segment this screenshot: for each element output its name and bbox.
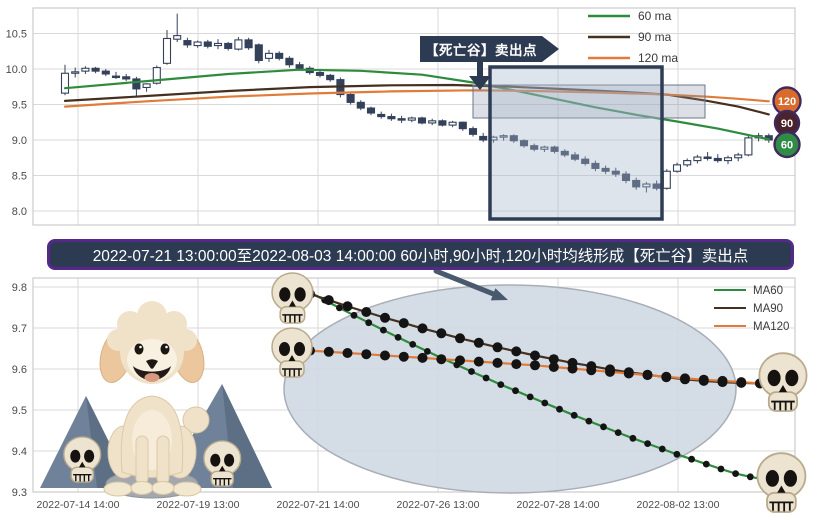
svg-text:8.5: 8.5: [12, 171, 27, 183]
svg-text:9.6: 9.6: [12, 364, 27, 376]
svg-text:9.5: 9.5: [12, 100, 27, 112]
svg-text:MA60: MA60: [753, 285, 783, 297]
svg-text:90: 90: [781, 118, 793, 130]
svg-text:10.5: 10.5: [6, 29, 27, 41]
svg-text:2022-07-28 14:00: 2022-07-28 14:00: [517, 499, 600, 511]
svg-text:2022-07-19 13:00: 2022-07-19 13:00: [157, 499, 240, 511]
svg-text:9.5: 9.5: [12, 405, 27, 417]
ma-lines: [63, 68, 770, 141]
svg-text:9.7: 9.7: [12, 323, 27, 335]
svg-text:120 ma: 120 ma: [638, 51, 678, 65]
svg-text:60 ma: 60 ma: [638, 9, 672, 23]
top-legend: 60 ma 90 ma 120 ma: [588, 9, 678, 65]
death-valley-period-banner: 2022-07-21 13:00:00至2022-08-03 14:00:00 …: [47, 239, 794, 270]
candlesticks: [60, 13, 773, 193]
svg-text:2022-07-26 13:00: 2022-07-26 13:00: [397, 499, 480, 511]
death-valley-sell-flag-label: 【死亡谷】卖出点: [425, 43, 537, 58]
valley-illustration: [40, 272, 808, 513]
death-valley-highlights: [472, 65, 706, 221]
banner-arrow: [433, 268, 508, 301]
svg-text:10.0: 10.0: [6, 64, 27, 76]
bottom-legend: MA60 MA90 MA120: [714, 285, 789, 333]
svg-text:2022-07-14 14:00: 2022-07-14 14:00: [37, 499, 120, 511]
top-grid: 10.5 10.0 9.5 9.0 8.5 8.0: [6, 7, 796, 226]
svg-text:9.4: 9.4: [12, 446, 27, 458]
svg-text:8.0: 8.0: [12, 206, 27, 218]
death-valley-flag: [420, 36, 559, 90]
bottom-ma-line-chart: 9.8 9.7 9.6 9.5 9.4 9.3 2022-07-14 14:00 2022-0…: [12, 268, 796, 511]
ma-badges: 120 90 60: [772, 86, 802, 159]
svg-text:9.0: 9.0: [12, 135, 27, 147]
svg-text:MA120: MA120: [753, 321, 789, 333]
svg-text:2022-08-02 13:00: 2022-08-02 13:00: [637, 499, 720, 511]
skull-ma60-end: [756, 452, 807, 513]
svg-text:60: 60: [781, 140, 793, 152]
poodle-dog-icon: [99, 301, 210, 499]
svg-text:MA90: MA90: [753, 303, 783, 315]
svg-text:90 ma: 90 ma: [638, 30, 672, 44]
svg-text:2022-07-21 14:00: 2022-07-21 14:00: [277, 499, 360, 511]
svg-text:120: 120: [778, 96, 796, 108]
skull-ma-end-right: [758, 352, 808, 412]
top-candlestick-chart: 10.5 10.0 9.5 9.0 8.5 8.0 60 ma 90 ma 120 ma 120 9…: [6, 7, 802, 226]
svg-text:9.3: 9.3: [12, 487, 27, 499]
svg-text:9.8: 9.8: [12, 282, 27, 294]
skull-ma-start-top: [271, 272, 314, 324]
